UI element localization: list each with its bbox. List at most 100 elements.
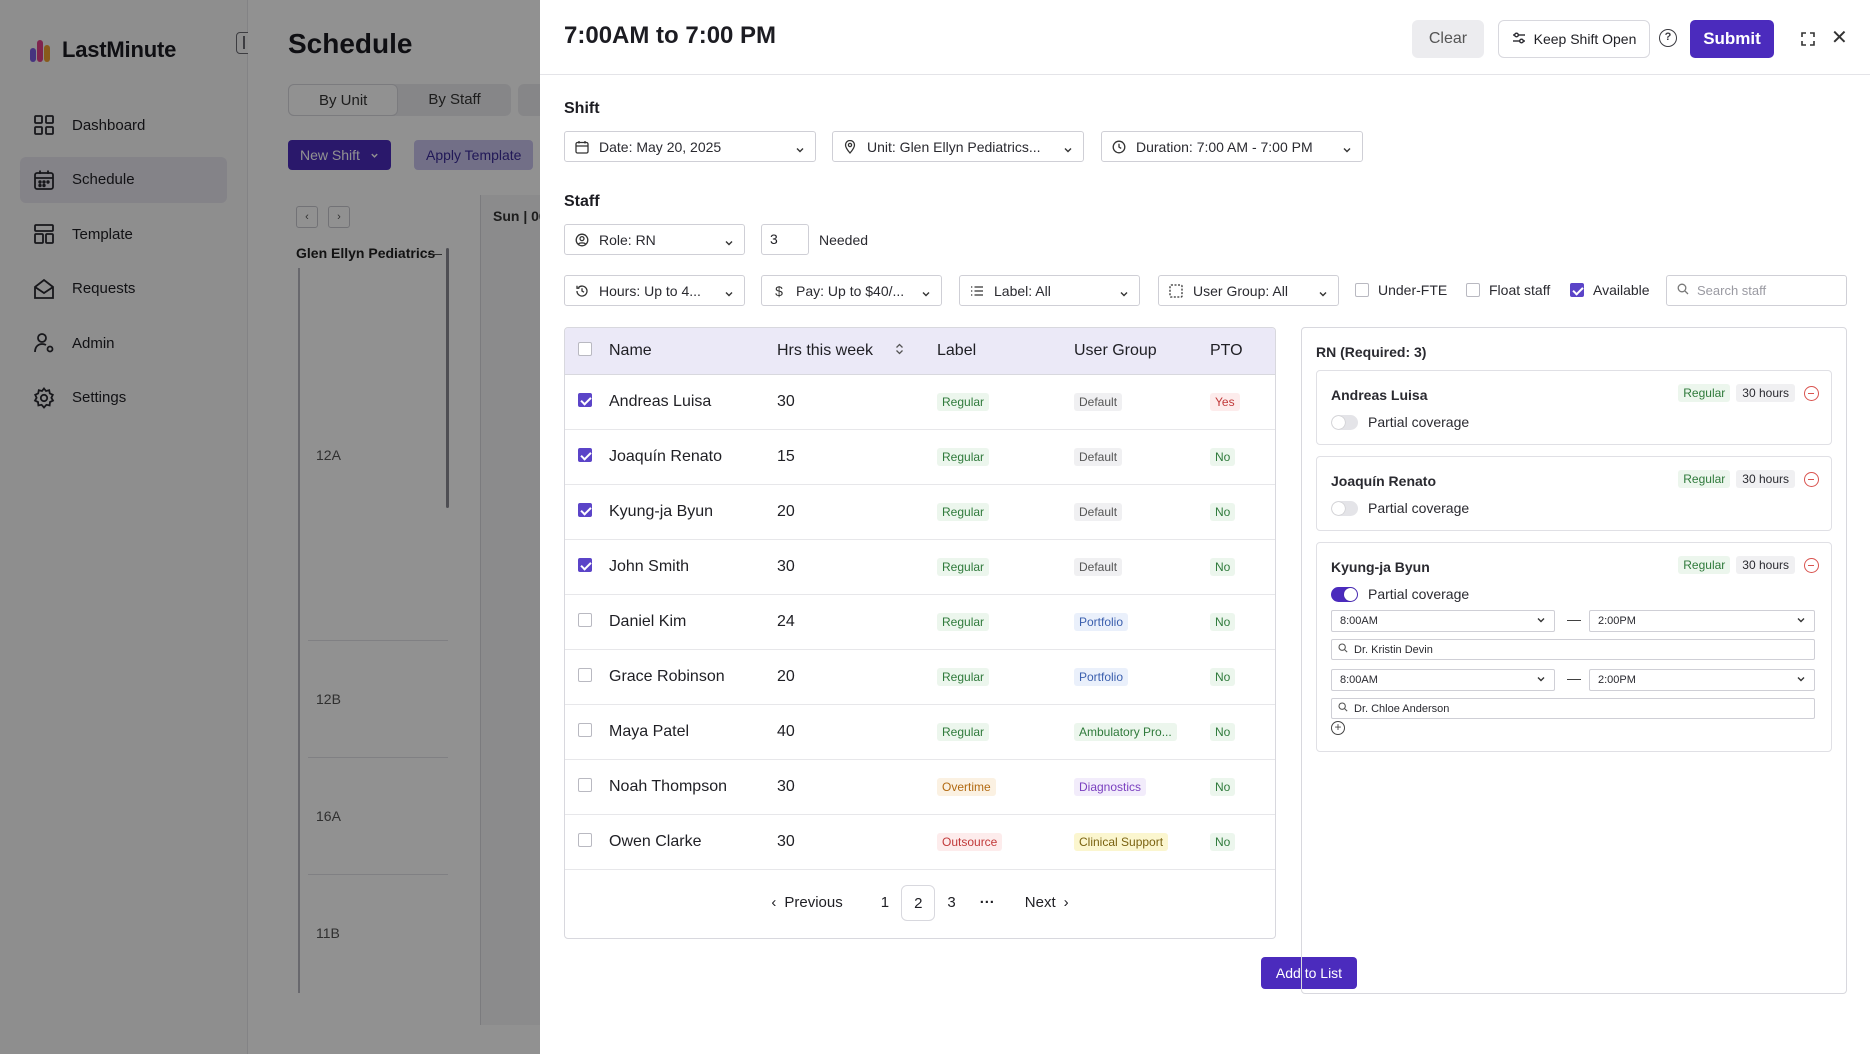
row-checkbox[interactable] (578, 777, 592, 792)
divider (308, 874, 448, 875)
doctor-search-input[interactable]: Dr. Kristin Devin (1331, 639, 1815, 660)
user-group-filter-dropdown[interactable]: User Group: All (1158, 275, 1339, 306)
label-filter-dropdown[interactable]: Label: All (959, 275, 1140, 306)
add-to-list-button[interactable]: Add to List (1261, 957, 1357, 989)
label-badge: Outsource (937, 832, 1003, 851)
end-time-select[interactable]: 2:00PM (1589, 669, 1815, 691)
remove-icon[interactable] (1804, 558, 1819, 573)
hours-filter-dropdown[interactable]: Hours: Up to 4... (564, 275, 745, 306)
partial-coverage-label: Partial coverage (1368, 500, 1470, 516)
staff-card: Andreas Luisa Regular 30 hours Partial c… (1316, 370, 1832, 445)
sidebar-item-schedule[interactable]: Schedule (20, 156, 227, 203)
column-header-name[interactable]: Name (609, 342, 652, 359)
needed-input[interactable]: 3 (761, 224, 809, 255)
sort-icon[interactable] (895, 342, 904, 360)
table-row[interactable]: John Smith 30 Regular Default No (565, 540, 1275, 595)
next-page-button[interactable]: Next › (1013, 885, 1081, 921)
submit-button[interactable]: Submit (1690, 20, 1774, 58)
table-row[interactable]: Kyung-ja Byun 20 Regular Default No (565, 485, 1275, 540)
previous-page-button[interactable]: ‹ Previous (759, 885, 854, 921)
shift-section-label: Shift (564, 100, 600, 117)
chevron-down-icon (370, 140, 379, 170)
row-checkbox[interactable] (578, 722, 592, 737)
duration-dropdown[interactable]: Duration: 7:00 AM - 7:00 PM (1101, 131, 1363, 162)
checkbox[interactable] (1570, 283, 1584, 297)
label-badge: Regular (937, 502, 990, 521)
table-row[interactable]: Grace Robinson 20 Regular Portfolio No (565, 650, 1275, 705)
keep-shift-open-button[interactable]: Keep Shift Open (1498, 20, 1650, 58)
doctor-value: Dr. Chloe Anderson (1354, 702, 1450, 715)
table-row[interactable]: Joaquín Renato 15 Regular Default No (565, 430, 1275, 485)
prev-arrow-icon[interactable]: ‹ (296, 206, 318, 228)
start-time-value: 8:00AM (1340, 674, 1378, 686)
remove-icon[interactable] (1804, 472, 1819, 487)
keep-shift-open-label: Keep Shift Open (1533, 31, 1637, 47)
pay-filter-dropdown[interactable]: $ Pay: Up to $40/... (761, 275, 942, 306)
search-staff-input[interactable]: Search staff (1666, 275, 1847, 306)
hours-this-week: 30 (777, 833, 795, 850)
unit-dropdown[interactable]: Unit: Glen Ellyn Pediatrics... (832, 131, 1084, 162)
remove-icon[interactable] (1804, 386, 1819, 401)
row-checkbox[interactable] (578, 392, 592, 407)
table-row[interactable]: Owen Clarke 30 Outsource Clinical Support No (565, 815, 1275, 870)
row-checkbox[interactable] (578, 832, 592, 847)
page-2-button[interactable]: 2 (901, 885, 936, 921)
tab-by-staff[interactable]: By Staff (428, 91, 481, 108)
column-header-user-group[interactable]: User Group (1074, 342, 1157, 359)
checkbox[interactable] (1355, 283, 1369, 297)
row-checkbox[interactable] (578, 557, 592, 572)
checkbox[interactable] (1466, 283, 1480, 297)
new-shift-button[interactable]: New Shift (288, 140, 391, 170)
add-segment-icon[interactable]: + (1331, 721, 1345, 735)
row-checkbox[interactable] (578, 667, 592, 682)
hours-badge: 30 hours (1736, 470, 1795, 488)
page-1-button[interactable]: 1 (880, 894, 890, 911)
apply-template-button[interactable]: Apply Template (414, 140, 534, 170)
pto-badge: No (1210, 667, 1236, 686)
clear-button[interactable]: Clear (1412, 20, 1484, 58)
role-dropdown[interactable]: Role: RN (564, 224, 745, 255)
row-checkbox[interactable] (578, 612, 592, 627)
scrollbar[interactable] (446, 248, 449, 508)
sidebar-item-settings[interactable]: Settings (20, 375, 227, 421)
hours-this-week: 24 (777, 613, 795, 630)
collapse-icon[interactable]: — (428, 245, 442, 261)
help-icon[interactable]: ? (1659, 29, 1677, 47)
sidebar-item-template[interactable]: Template (20, 211, 227, 257)
start-time-select[interactable]: 8:00AM (1331, 669, 1555, 691)
available-checkbox[interactable]: Available (1570, 282, 1650, 298)
doctor-search-input[interactable]: Dr. Chloe Anderson (1331, 698, 1815, 719)
table-row[interactable]: Daniel Kim 24 Regular Portfolio No (565, 595, 1275, 650)
tab-by-unit[interactable]: By Unit (288, 84, 399, 116)
column-header-pto[interactable]: PTO (1210, 342, 1243, 359)
float-staff-checkbox[interactable]: Float staff (1466, 282, 1550, 298)
sidebar-item-requests[interactable]: Requests (20, 266, 227, 312)
table-row[interactable]: Andreas Luisa 30 Regular Default Yes (565, 375, 1275, 430)
label-badge: Regular (937, 722, 990, 741)
page-3-button[interactable]: 3 (947, 894, 956, 911)
column-header-label[interactable]: Label (937, 342, 977, 359)
select-all-checkbox[interactable] (578, 341, 592, 356)
start-time-select[interactable]: 8:00AM (1331, 610, 1555, 632)
sidebar-item-admin[interactable]: Admin (20, 320, 227, 366)
sidebar: LastMinute Dashboard Schedule Template (0, 0, 258, 1054)
partial-coverage-toggle[interactable] (1331, 500, 1358, 516)
expand-icon[interactable] (1800, 31, 1816, 47)
template-icon (32, 222, 56, 246)
next-arrow-icon[interactable]: › (328, 206, 350, 228)
partial-coverage-toggle[interactable] (1331, 414, 1358, 430)
row-checkbox[interactable] (578, 447, 592, 462)
date-dropdown[interactable]: Date: May 20, 2025 (564, 131, 816, 162)
row-checkbox[interactable] (578, 502, 592, 517)
search-icon (1338, 643, 1348, 656)
close-icon[interactable]: ✕ (1831, 27, 1848, 49)
partial-coverage-toggle[interactable] (1331, 586, 1358, 602)
pagination-ellipsis[interactable]: ··· (979, 894, 995, 911)
under-fte-checkbox[interactable]: Under-FTE (1355, 282, 1447, 298)
sidebar-item-dashboard[interactable]: Dashboard (20, 102, 227, 148)
table-row[interactable]: Maya Patel 40 Regular Ambulatory Pro... No (565, 705, 1275, 760)
table-row[interactable]: Noah Thompson 30 Overtime Diagnostics No (565, 760, 1275, 815)
end-time-select[interactable]: 2:00PM (1589, 610, 1815, 632)
column-header-hours[interactable]: Hrs this week (777, 342, 937, 360)
required-title: RN (Required: 3) (1316, 344, 1427, 360)
